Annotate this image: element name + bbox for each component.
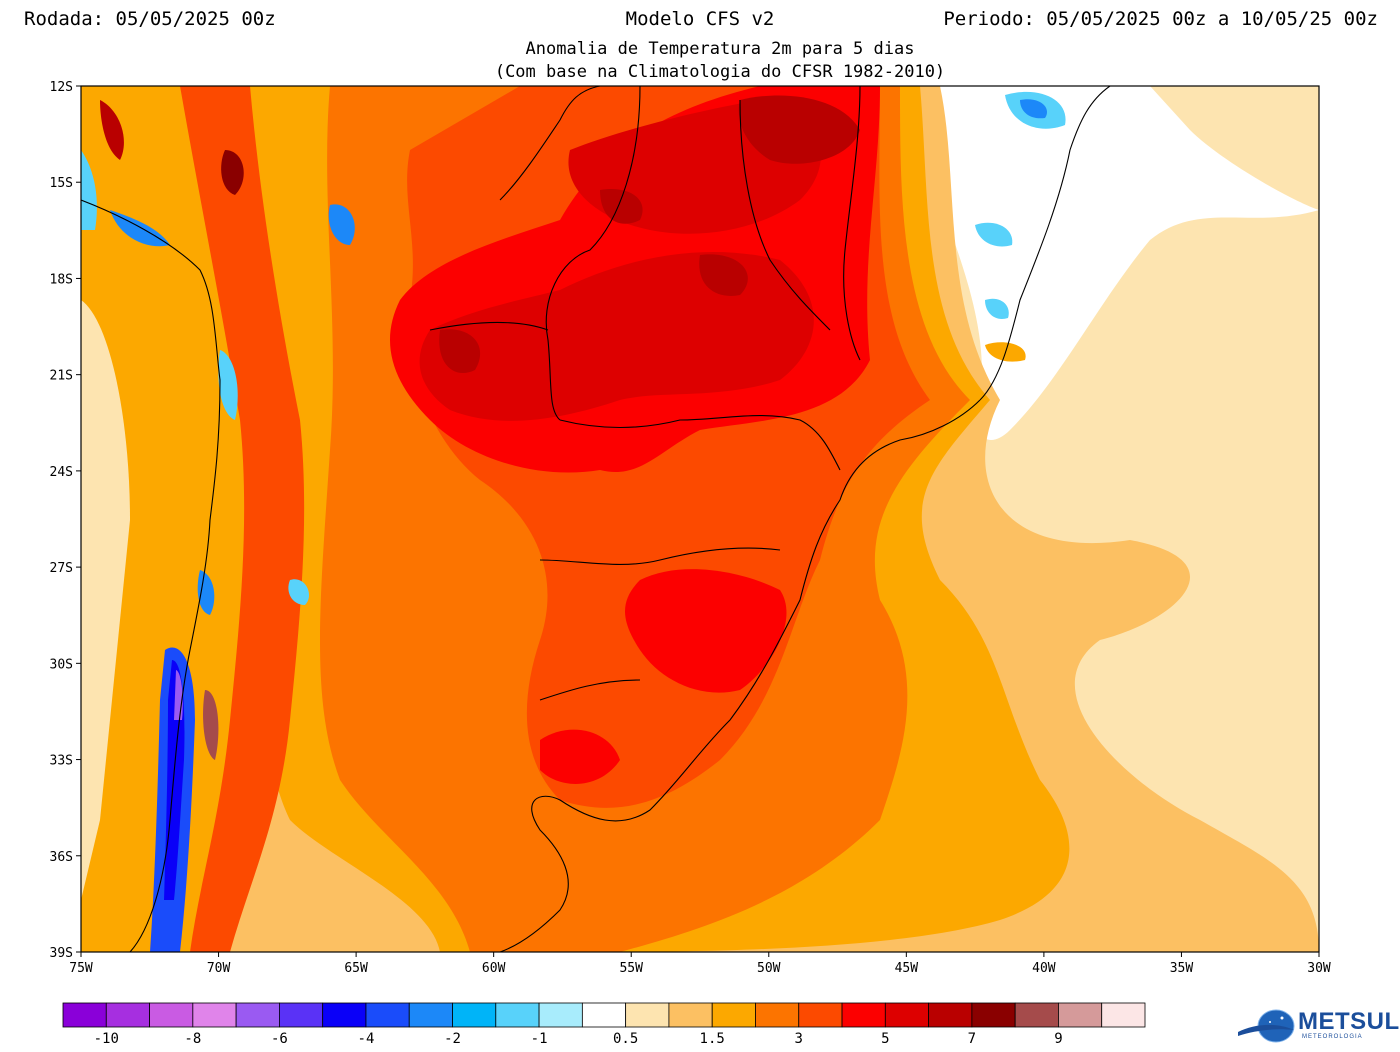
colorbar-swatch bbox=[452, 1002, 497, 1028]
map-area bbox=[81, 86, 1319, 952]
colorbar-swatch bbox=[928, 1002, 973, 1028]
colorbar-swatch bbox=[711, 1002, 756, 1028]
lat-label: 21S bbox=[50, 369, 73, 384]
lon-label: 45W bbox=[895, 961, 919, 976]
anomaly-6-south bbox=[625, 569, 787, 693]
warm-spot-13s bbox=[100, 100, 124, 160]
lat-label: 39S bbox=[50, 946, 73, 961]
lat-label: 33S bbox=[50, 754, 73, 769]
colorbar-swatch bbox=[884, 1002, 930, 1028]
colorbar-swatch bbox=[322, 1002, 367, 1028]
colorbar-swatch bbox=[235, 1002, 280, 1028]
colorbar-swatch bbox=[625, 1002, 670, 1028]
colorbar-swatch bbox=[798, 1002, 843, 1028]
anomaly-8-center bbox=[600, 189, 643, 224]
run-date-label: Rodada: 05/05/2025 00z bbox=[24, 8, 276, 30]
lon-label: 55W bbox=[619, 961, 643, 976]
anomaly-8-east bbox=[699, 254, 748, 296]
lon-label: 30W bbox=[1307, 961, 1331, 976]
colorbar-label: 7 bbox=[968, 1031, 976, 1047]
colorbar-label: -2 bbox=[444, 1031, 461, 1047]
lat-label: 15S bbox=[50, 176, 73, 191]
colorbar-swatch bbox=[149, 1002, 194, 1028]
lat-label: 36S bbox=[50, 850, 73, 865]
logo-text: METSUL bbox=[1298, 1008, 1400, 1035]
anomaly-6-uruguay bbox=[540, 729, 620, 784]
colorbar-label: 1.5 bbox=[700, 1031, 725, 1047]
lon-label: 40W bbox=[1032, 961, 1056, 976]
colorbar-label: -1 bbox=[531, 1031, 548, 1047]
cold-spot-16s-e bbox=[328, 204, 355, 245]
colorbar-label: 3 bbox=[795, 1031, 803, 1047]
colorbar-swatch bbox=[365, 1002, 410, 1028]
globe-icon bbox=[1238, 1009, 1295, 1043]
colorbar-swatch bbox=[581, 1002, 627, 1028]
lon-label: 50W bbox=[757, 961, 781, 976]
neutral-zone bbox=[930, 86, 1319, 440]
lat-label: 30S bbox=[50, 657, 73, 672]
colorbar-swatch bbox=[278, 1002, 324, 1028]
lon-label: 35W bbox=[1170, 961, 1194, 976]
lon-label: 65W bbox=[344, 961, 368, 976]
cold-spot-21s bbox=[218, 350, 238, 420]
cold-spot-27s bbox=[197, 570, 215, 615]
colorbar-swatch bbox=[1101, 1002, 1146, 1028]
anomaly-7 bbox=[419, 251, 814, 421]
colorbar-swatch bbox=[1058, 1002, 1103, 1028]
warm-spot-15s bbox=[221, 150, 244, 195]
colorbar-swatch bbox=[755, 1002, 800, 1028]
colorbar bbox=[62, 1002, 1146, 1028]
map-frame bbox=[80, 85, 1320, 953]
metsul-logo: METSUL METEOROLOGIA bbox=[1236, 1006, 1399, 1048]
colorbar-swatch bbox=[538, 1002, 583, 1028]
colorbar-label: 0.5 bbox=[613, 1031, 638, 1047]
cold-spot-atlantic-n-core bbox=[1020, 99, 1048, 119]
model-name-label: Modelo CFS v2 bbox=[625, 8, 775, 30]
andes-band-inner bbox=[81, 86, 245, 952]
colorbar-swatch bbox=[495, 1002, 540, 1028]
latitude-axis: 12S 15S 18S 21S 24S 27S 30S 33S 36S 39S bbox=[50, 80, 81, 961]
colorbar-label: -8 bbox=[184, 1031, 201, 1047]
colorbar-swatch bbox=[192, 1002, 237, 1028]
lat-label: 12S bbox=[50, 80, 73, 95]
colorbar-swatch bbox=[62, 1002, 107, 1028]
colorbar-swatch bbox=[971, 1002, 1016, 1028]
logo-tagline: METEOROLOGIA bbox=[1302, 1034, 1363, 1040]
coastlines bbox=[81, 86, 1111, 952]
colorbar-swatch bbox=[668, 1002, 713, 1028]
colorbar-swatch bbox=[408, 1002, 453, 1028]
cold-spot-atlantic-c bbox=[975, 222, 1013, 247]
colorbar-label: 9 bbox=[1054, 1031, 1062, 1047]
lon-label: 60W bbox=[482, 961, 506, 976]
cold-spot-atlantic-s bbox=[985, 298, 1009, 319]
colorbar-label: -4 bbox=[358, 1031, 375, 1047]
colorbar-swatch bbox=[105, 1002, 150, 1028]
colorbar-labels: -10 -8 -6 -4 -2 -1 0.5 1.5 3 5 7 9 bbox=[94, 1031, 1063, 1047]
lat-label: 24S bbox=[50, 465, 73, 480]
lat-label: 27S bbox=[50, 561, 73, 576]
anomaly-8-north bbox=[738, 95, 860, 164]
colorbar-label: -6 bbox=[271, 1031, 288, 1047]
lat-label: 18S bbox=[50, 272, 73, 287]
colorbar-label: 5 bbox=[881, 1031, 889, 1047]
longitude-axis: 75W 70W 65W 60W 55W 50W 45W 40W 35W 30W bbox=[69, 952, 1331, 976]
anomaly-8-west bbox=[439, 329, 481, 374]
colorbar-label: -10 bbox=[94, 1031, 119, 1047]
lon-label: 70W bbox=[207, 961, 231, 976]
warm-spot-31s bbox=[203, 690, 219, 760]
lon-label: 75W bbox=[69, 961, 93, 976]
forecast-period-label: Periodo: 05/05/2025 00z a 10/05/25 00z bbox=[943, 8, 1378, 30]
map-subtitle: Anomalia de Temperatura 2m para 5 dias bbox=[525, 39, 915, 59]
ocean-field-ne bbox=[1150, 86, 1319, 210]
colorbar-swatch bbox=[841, 1002, 886, 1028]
pacific-coast-band bbox=[81, 300, 130, 900]
colorbar-swatch bbox=[1014, 1002, 1059, 1028]
cold-spot-15s bbox=[81, 150, 97, 230]
climatology-note: (Com base na Climatologia do CFSR 1982-2… bbox=[494, 62, 946, 82]
cold-spot-28s bbox=[288, 579, 310, 605]
